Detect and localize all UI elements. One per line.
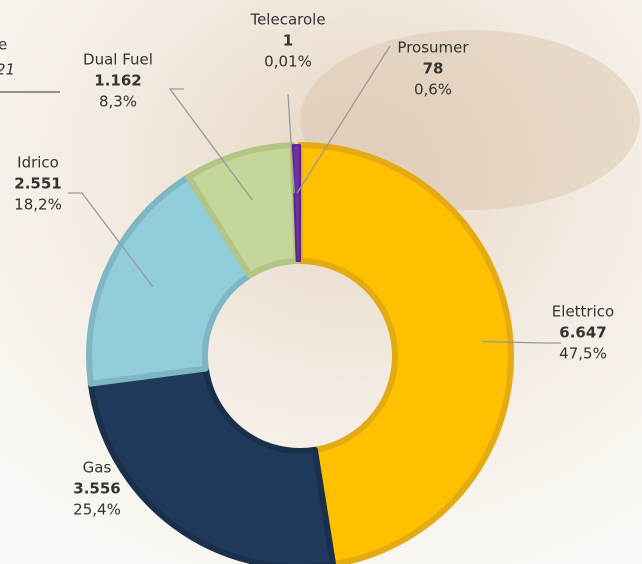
category-label: Gas (83, 459, 112, 477)
category-label: Prosumer (397, 39, 469, 57)
category-label: Elettrico (552, 303, 614, 321)
percent-label: 0,6% (414, 81, 452, 99)
category-label: Telecarole (249, 11, 325, 29)
category-label: Idrico (17, 154, 59, 172)
value-label: 1.162 (94, 72, 141, 90)
cropped-text: 21 (0, 61, 15, 79)
cropped-text: e (0, 36, 7, 54)
percent-label: 0,01% (264, 53, 312, 71)
percent-label: 8,3% (99, 93, 137, 111)
value-label: 1 (283, 32, 293, 50)
value-label: 2.551 (14, 175, 61, 193)
chart: e 21 Elettrico 6.647 47,5% Gas 3.556 25,4% Idr… (0, 0, 642, 564)
value-label: 78 (423, 60, 444, 78)
page: e 21 Elettrico 6.647 47,5% Gas 3.556 25,4% Idr… (0, 0, 642, 564)
percent-label: 47,5% (559, 345, 607, 363)
percent-label: 18,2% (14, 196, 62, 214)
value-label: 3.556 (73, 480, 120, 498)
percent-label: 25,4% (73, 501, 121, 519)
value-label: 6.647 (559, 324, 606, 342)
category-label: Dual Fuel (83, 51, 153, 69)
